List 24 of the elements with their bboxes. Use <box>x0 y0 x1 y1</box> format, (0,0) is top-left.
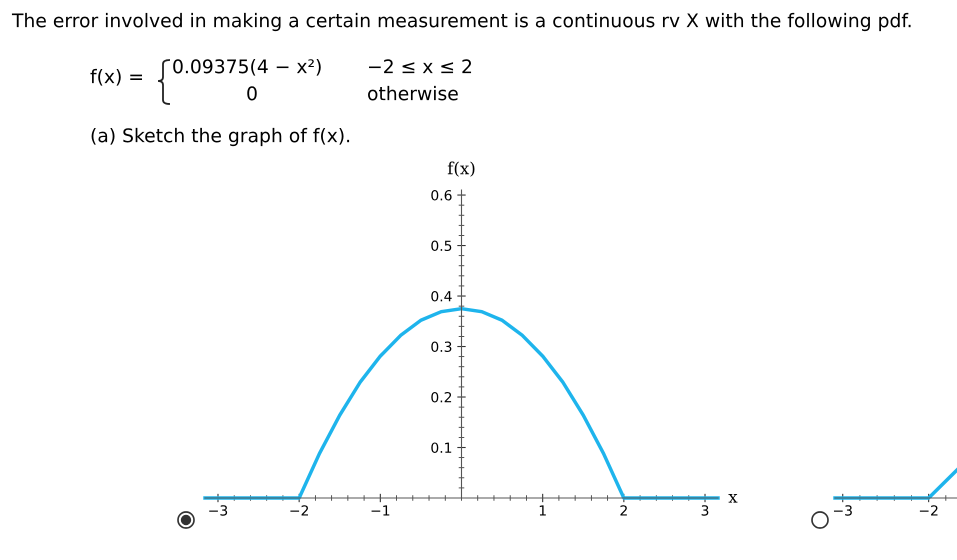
chart-title: The error involved in making a certain measurement is a continuous rv X with the following pdf. <box>12 12 911 32</box>
text: 0.09375(4 − x²) <box>173 58 321 76</box>
text: (a) Sketch the graph of f(x). <box>92 128 350 146</box>
y-tick-label: 0.3 <box>431 341 452 352</box>
y-tick-label: 0.5 <box>431 240 452 252</box>
y-axis-title: f(x) <box>448 162 474 177</box>
text: f(x) = <box>90 68 142 86</box>
y-tick-label: 0.4 <box>431 291 452 302</box>
x-tick-label: −2 <box>920 505 938 516</box>
x-tick-label: −2 <box>290 505 308 516</box>
x-tick-label: 3 <box>702 505 708 516</box>
x-tick-label: 1 <box>540 505 546 516</box>
y-tick-label: 0.1 <box>431 442 452 453</box>
text: 0 <box>247 86 257 100</box>
x-axis-title: x <box>728 494 738 503</box>
line-series <box>203 306 720 500</box>
y-tick-label: 0.6 <box>431 190 452 201</box>
text: −2 ≤ x ≤ 2 <box>368 59 472 74</box>
x-tick-label: −3 <box>209 505 228 516</box>
x-tick-label: −1 <box>372 505 390 516</box>
y-tick-label: 0.2 <box>431 392 452 402</box>
x-tick-label: 2 <box>620 505 627 516</box>
x-tick-label: −3 <box>834 505 852 516</box>
text: otherwise <box>368 86 458 100</box>
